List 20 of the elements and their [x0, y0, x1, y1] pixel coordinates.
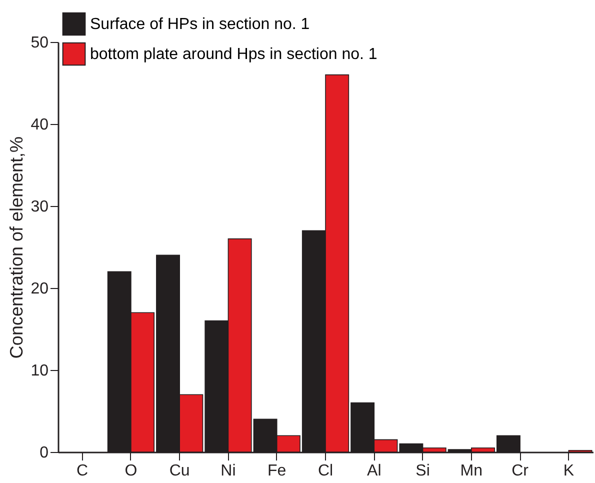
- y-tick-label: 0: [40, 444, 49, 462]
- x-tick-label: Cr: [512, 462, 530, 480]
- y-tick-label: 10: [30, 362, 49, 380]
- x-tick-label: Fe: [268, 462, 286, 480]
- x-tick-label: K: [563, 462, 574, 480]
- x-tick-label: Cl: [318, 462, 334, 480]
- x-tick-label: Al: [367, 462, 382, 480]
- y-tick-label: 50: [30, 34, 49, 52]
- y-tick-label: 40: [30, 116, 49, 134]
- x-tick-label: Si: [416, 462, 430, 480]
- legend-label: Surface of HPs in section no. 1: [90, 16, 310, 33]
- y-axis-title: Concentration of element,%: [6, 136, 27, 359]
- y-tick-label: 30: [30, 198, 49, 216]
- x-tick-label: Cu: [169, 462, 190, 480]
- x-tick-label: Mn: [460, 462, 483, 480]
- x-tick-label: C: [76, 462, 88, 480]
- x-tick-label: Ni: [220, 462, 236, 480]
- x-tick-label: O: [124, 462, 138, 480]
- y-tick-label: 20: [30, 280, 49, 298]
- legend-label: bottom plate around Hps in section no. 1: [90, 46, 378, 63]
